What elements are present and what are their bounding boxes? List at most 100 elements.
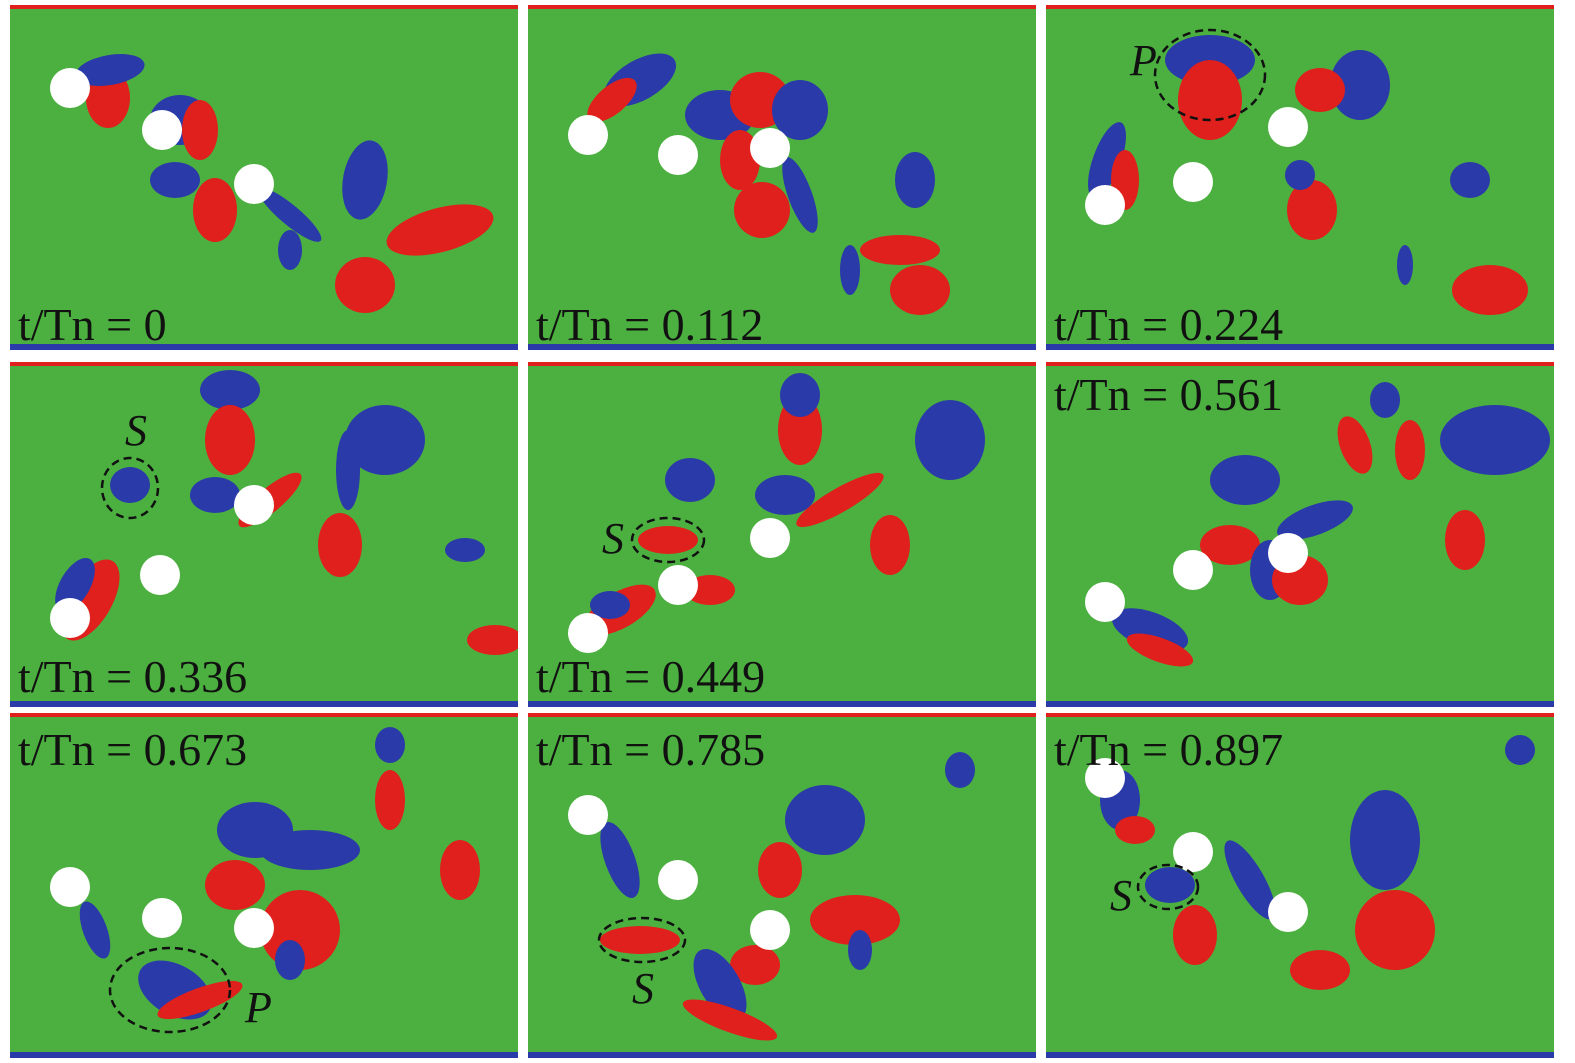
vortex (150, 162, 200, 198)
wall-bottom (528, 1052, 1036, 1058)
vortex (1088, 122, 1126, 198)
annotation-circle (108, 946, 232, 1034)
vortex (600, 822, 640, 898)
wall-bottom (1046, 344, 1554, 350)
vortex (720, 130, 760, 190)
cylinder (568, 795, 608, 835)
wall-top (528, 5, 1036, 9)
vortex (1505, 735, 1535, 765)
wall-bottom (528, 701, 1036, 707)
vortex (1145, 867, 1195, 903)
vortex (445, 538, 485, 562)
wall-bottom (10, 344, 518, 350)
wall-top (1046, 362, 1554, 366)
annotation-label: P (244, 983, 272, 1032)
vortex (782, 157, 818, 233)
vortex (1395, 420, 1425, 480)
vortex (1445, 510, 1485, 570)
time-label: t/Tn = 0.897 (1054, 724, 1283, 775)
vortex (1200, 525, 1260, 565)
time-label: t/Tn = 0 (18, 299, 167, 350)
vortex (1330, 50, 1390, 120)
cylinder (1173, 550, 1213, 590)
vortex (1287, 180, 1337, 240)
cylinder (142, 110, 182, 150)
vortex (755, 475, 815, 515)
vortex (1178, 60, 1242, 140)
vortex (890, 265, 950, 315)
panel: Pt/Tn = 0.673 (10, 713, 518, 1058)
vortex (915, 400, 985, 480)
vortex (157, 980, 243, 1020)
cylinder (50, 867, 90, 907)
vortex (1397, 245, 1413, 285)
panel: St/Tn = 0.897 (1046, 713, 1554, 1058)
cylinder (234, 485, 274, 525)
vortex (1224, 840, 1276, 920)
vortex (1210, 455, 1280, 505)
vortex (467, 625, 518, 655)
cylinder (50, 598, 90, 638)
vortex (1173, 905, 1217, 965)
wall-top (528, 713, 1036, 717)
wall-top (10, 362, 518, 366)
panel: t/Tn = 0.561 (1046, 362, 1554, 707)
vortex (75, 54, 145, 86)
cylinder (750, 518, 790, 558)
vortex (840, 245, 860, 295)
time-label: t/Tn = 0.561 (1054, 369, 1283, 420)
vortex (785, 785, 865, 855)
vortex (1285, 160, 1315, 190)
cylinder (1085, 185, 1125, 225)
vortex (895, 152, 935, 208)
cylinder (142, 898, 182, 938)
vortex (1440, 405, 1550, 475)
vortex (342, 140, 388, 220)
vortex (275, 940, 305, 980)
vortex (110, 467, 150, 503)
time-label: t/Tn = 0.224 (1054, 299, 1283, 350)
vortex (345, 405, 425, 475)
vortex (734, 182, 790, 238)
cylinder (1085, 758, 1125, 798)
cylinder (1268, 107, 1308, 147)
wall-bottom (1046, 701, 1554, 707)
vortex (665, 458, 715, 502)
cylinder (568, 613, 608, 653)
vortex (682, 999, 778, 1041)
time-label: t/Tn = 0.785 (536, 724, 765, 775)
time-label: t/Tn = 0.449 (536, 651, 765, 702)
vortex (1115, 816, 1155, 844)
annotation-circle (1136, 863, 1200, 911)
vortex (638, 526, 698, 554)
vortex (1277, 500, 1353, 540)
vortex (79, 901, 111, 959)
annotation-label: S (1110, 871, 1132, 920)
vortex (336, 430, 360, 510)
vortex (1350, 790, 1420, 890)
vortex (1290, 950, 1350, 990)
cylinder (1085, 582, 1125, 622)
wall-top (10, 713, 518, 717)
vortex (693, 948, 747, 1022)
panel: t/Tn = 0 (10, 5, 518, 350)
vortex (1126, 633, 1194, 667)
vortex (318, 513, 362, 577)
vortex (55, 557, 95, 613)
cylinder (234, 164, 274, 204)
vortex (860, 235, 940, 265)
panel: St/Tn = 0.449 (528, 362, 1036, 707)
vortex (182, 100, 218, 160)
cylinder (658, 565, 698, 605)
time-label: t/Tn = 0.673 (18, 724, 247, 775)
annotation-circle (630, 516, 706, 564)
vortex (200, 370, 260, 410)
panel: St/Tn = 0.785 (528, 713, 1036, 1058)
vortex (190, 477, 240, 513)
flow-field (1046, 713, 1554, 1058)
cylinder (50, 68, 90, 108)
vortex (335, 257, 395, 313)
cylinder (658, 135, 698, 175)
annotation-label: P (1129, 36, 1157, 85)
